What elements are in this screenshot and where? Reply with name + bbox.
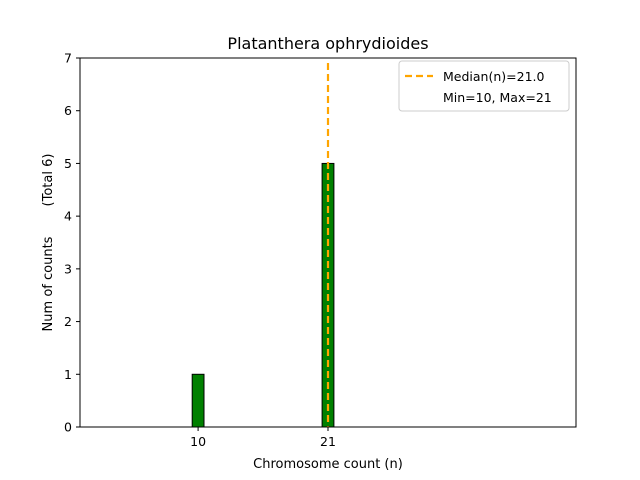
legend-box <box>398 60 570 112</box>
x-tick-label: 10 <box>190 434 206 449</box>
y-tick-label: 1 <box>64 367 72 382</box>
y-tick-label: 2 <box>64 314 72 329</box>
legend-minmax-label: Min=10, Max=21 <box>443 90 552 105</box>
x-tick-label: 21 <box>320 434 336 449</box>
x-axis-ticks: 10 21 <box>190 427 336 449</box>
bars <box>80 162 370 428</box>
chart-title: Platanthera ophrydioides <box>227 34 428 53</box>
y-axis-ticks: 0 1 2 3 4 5 6 7 <box>64 51 80 435</box>
y-tick-label: 7 <box>64 51 72 66</box>
x-axis-label: Chromosome count (n) <box>253 457 403 472</box>
plot-area <box>79 57 577 428</box>
y-tick-label: 5 <box>64 156 72 171</box>
y-tick-label: 6 <box>64 103 72 118</box>
y-tick-label: 0 <box>64 420 72 435</box>
y-axis-label: Num of counts <box>41 236 56 331</box>
y-tick-label: 4 <box>64 209 72 224</box>
bar <box>191 373 205 428</box>
y-axis-total-label: (Total 6) <box>41 154 56 207</box>
y-tick-label: 3 <box>64 261 72 276</box>
legend-median-label: Median(n)=21.0 <box>443 69 544 84</box>
legend: Median(n)=21.0 Min=10, Max=21 <box>398 60 570 112</box>
